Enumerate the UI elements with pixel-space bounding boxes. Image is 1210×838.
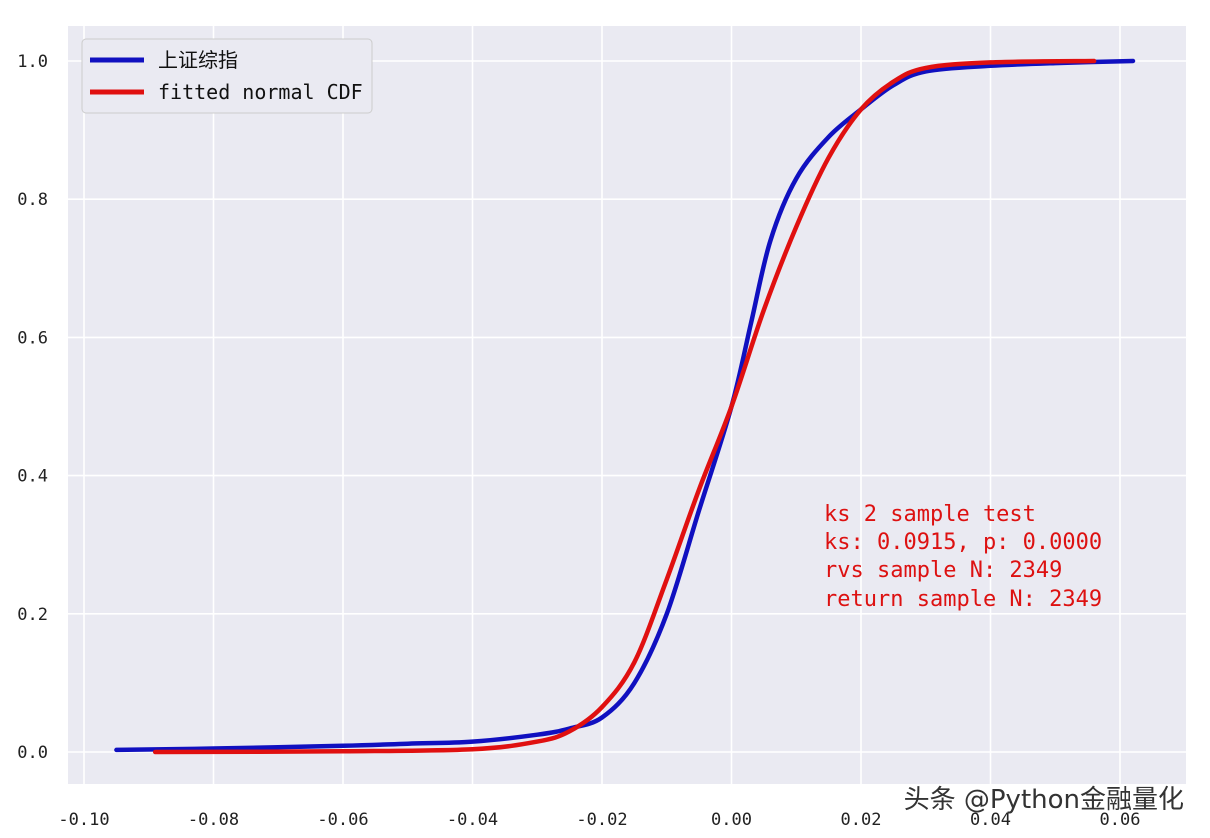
series-line-fitted-normal-cdf — [152, 58, 1097, 755]
x-axis-ticks: -0.10 -0.08 -0.06 -0.04 -0.02 0.00 0.02 0.04 0.0… — [58, 810, 1140, 830]
y-axis-ticks: 0.0 0.2 0.4 0.6 0.8 1.0 — [17, 52, 48, 763]
series-line-shanghai-composite — [114, 58, 1136, 753]
x-tick-label: 0.06 — [1100, 810, 1141, 830]
watermark: 头条 @Python金融量化 — [904, 785, 1184, 815]
annotation-line-3: rvs sample N: 2349 — [824, 558, 1062, 583]
plot-background — [68, 26, 1186, 784]
y-tick-label: 1.0 — [17, 52, 48, 72]
y-tick-label: 0.2 — [17, 605, 48, 625]
legend-label-shanghai: 上证综指 — [158, 48, 238, 72]
annotation-line-2: ks: 0.0915, p: 0.0000 — [824, 530, 1102, 555]
annotation-line-4: return sample N: 2349 — [824, 587, 1102, 612]
y-tick-label: 0.6 — [17, 328, 48, 348]
x-tick-label: -0.08 — [188, 810, 239, 830]
x-tick-label: -0.02 — [576, 810, 627, 830]
y-tick-label: 0.4 — [17, 467, 48, 487]
legend-label-normal: fitted normal CDF — [158, 80, 363, 104]
legend-box — [81, 38, 373, 114]
y-tick-label: 0.8 — [17, 190, 48, 210]
y-tick-label: 0.0 — [17, 743, 48, 763]
x-tick-label: 0.04 — [970, 810, 1011, 830]
x-tick-label: -0.04 — [447, 810, 498, 830]
x-tick-label: -0.06 — [317, 810, 368, 830]
x-tick-label: -0.10 — [58, 810, 109, 830]
x-tick-label: 0.02 — [841, 810, 882, 830]
series-lines — [114, 58, 1136, 755]
annotation-line-1: ks 2 sample test — [824, 502, 1036, 527]
x-tick-label: 0.00 — [711, 810, 752, 830]
legend: 上证综指 fitted normal CDF — [81, 38, 373, 114]
ks-test-annotation: ks 2 sample test ks: 0.0915, p: 0.0000 r… — [824, 502, 1102, 612]
